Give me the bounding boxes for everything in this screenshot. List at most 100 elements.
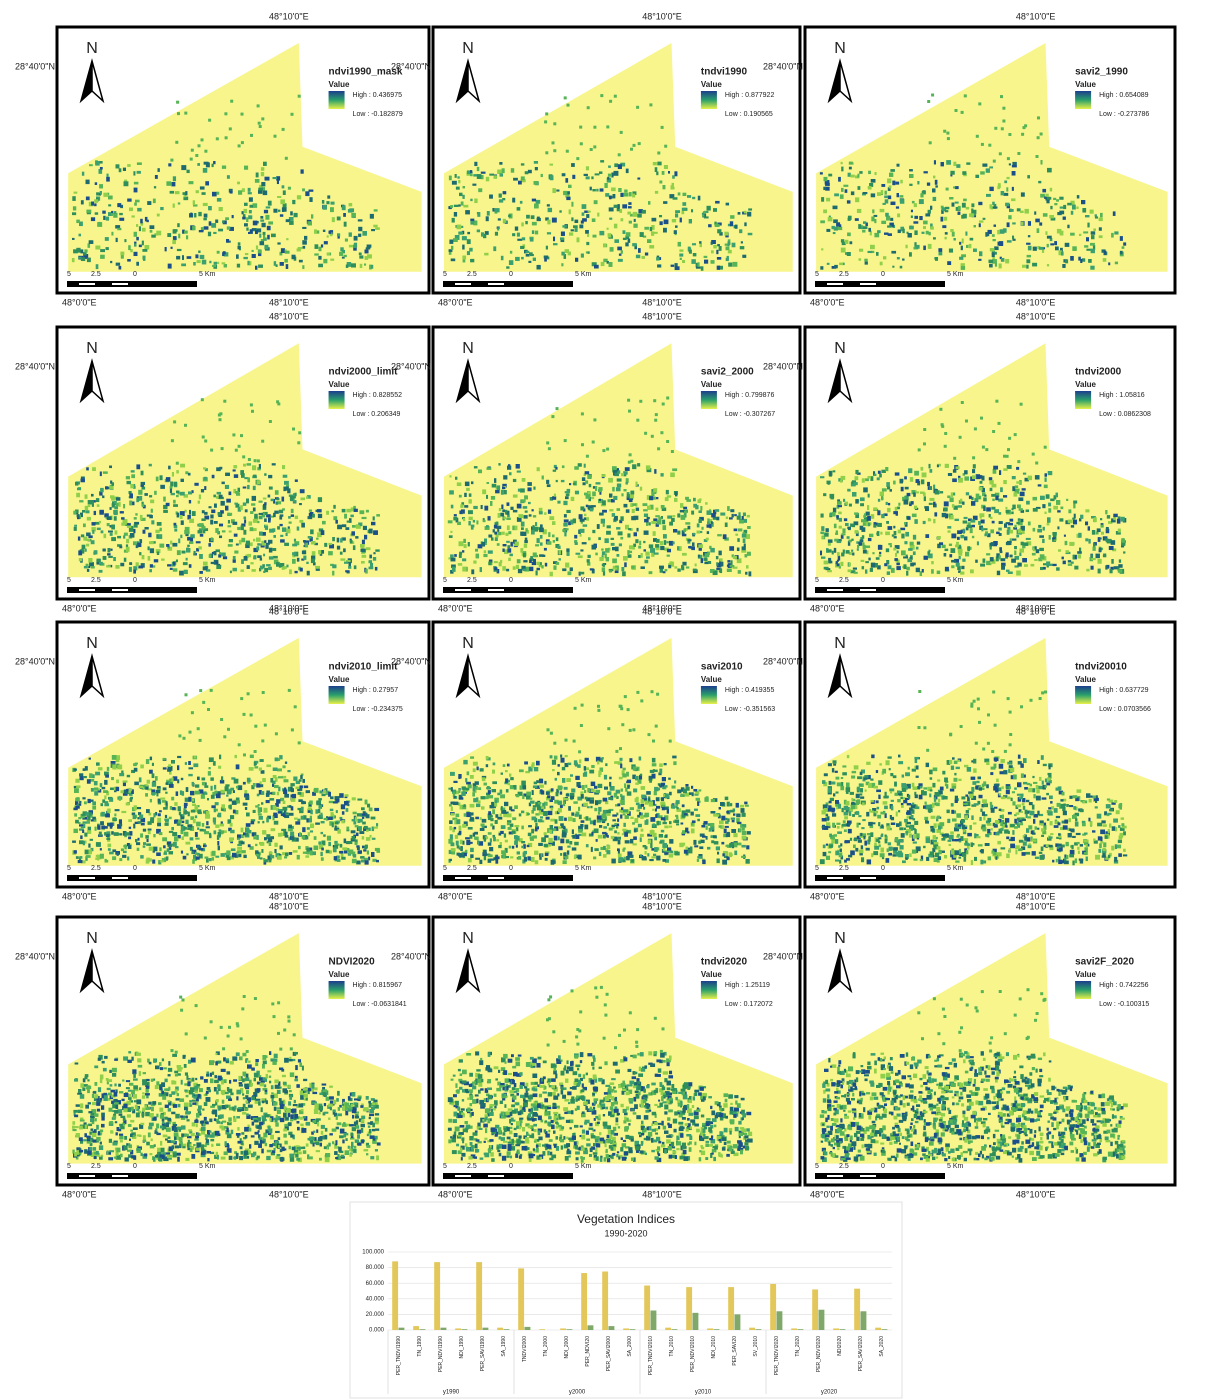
vegetation-pixel xyxy=(227,175,230,179)
vegetation-pixel xyxy=(877,230,881,233)
vegetation-pixel xyxy=(627,399,630,402)
vegetation-pixel xyxy=(655,413,658,416)
vegetation-pixel xyxy=(311,541,316,544)
vegetation-pixel xyxy=(349,245,354,248)
vegetation-pixel xyxy=(1001,127,1004,130)
vegetation-pixel xyxy=(254,725,257,728)
vegetation-pixel xyxy=(935,490,940,494)
vegetation-pixel xyxy=(143,256,145,261)
vegetation-pixel xyxy=(148,533,151,538)
vegetation-pixel xyxy=(862,535,864,539)
vegetation-pixel xyxy=(246,823,251,827)
vegetation-pixel xyxy=(250,511,253,514)
vegetation-pixel xyxy=(1063,217,1066,220)
vegetation-pixel xyxy=(452,567,456,572)
vegetation-pixel xyxy=(247,477,250,482)
vegetation-pixel xyxy=(1042,250,1044,253)
vegetation-pixel xyxy=(1065,541,1068,545)
vegetation-pixel xyxy=(639,400,642,403)
vegetation-pixel xyxy=(88,799,91,803)
vegetation-pixel xyxy=(100,167,103,170)
vegetation-pixel xyxy=(730,221,733,226)
vegetation-pixel xyxy=(726,203,729,206)
vegetation-pixel xyxy=(195,805,199,810)
vegetation-pixel xyxy=(159,810,162,812)
vegetation-pixel xyxy=(278,758,280,761)
vegetation-pixel xyxy=(481,505,483,509)
vegetation-pixel xyxy=(1050,499,1054,502)
vegetation-pixel xyxy=(692,243,696,245)
vegetation-pixel xyxy=(213,763,215,765)
scale-label: 0 xyxy=(881,577,885,584)
vegetation-pixel xyxy=(609,570,612,572)
vegetation-pixel xyxy=(952,504,954,508)
vegetation-pixel xyxy=(153,199,156,204)
vegetation-pixel xyxy=(852,553,854,556)
vegetation-pixel xyxy=(283,789,287,794)
vegetation-pixel xyxy=(297,558,299,562)
vegetation-pixel xyxy=(1061,507,1064,510)
vegetation-pixel xyxy=(462,567,466,572)
vegetation-pixel xyxy=(938,248,942,252)
vegetation-pixel xyxy=(123,168,126,171)
vegetation-pixel xyxy=(298,741,301,744)
vegetation-pixel xyxy=(255,266,257,270)
vegetation-pixel xyxy=(677,513,680,517)
vegetation-pixel xyxy=(617,484,621,488)
vegetation-pixel xyxy=(868,228,871,232)
scale-label: 5 Km xyxy=(575,271,592,278)
vegetation-pixel xyxy=(226,499,231,503)
vegetation-pixel xyxy=(548,510,551,514)
vegetation-pixel xyxy=(126,803,130,806)
vegetation-pixel xyxy=(656,508,659,511)
vegetation-pixel xyxy=(170,806,172,810)
vegetation-pixel xyxy=(1091,231,1095,234)
vegetation-pixel xyxy=(981,143,984,146)
vegetation-pixel xyxy=(989,477,992,480)
vegetation-pixel xyxy=(89,240,94,244)
vegetation-pixel xyxy=(371,265,373,269)
vegetation-pixel xyxy=(280,539,285,542)
vegetation-pixel xyxy=(930,469,933,473)
vegetation-pixel xyxy=(178,202,180,204)
legend-low: Low : -0.307267 xyxy=(725,411,775,418)
vegetation-pixel xyxy=(237,182,240,185)
map-panel: Nndvi2010_limitValueHigh : 0.27957Low : … xyxy=(15,606,429,901)
vegetation-pixel xyxy=(627,533,630,537)
vegetation-pixel xyxy=(914,230,917,235)
vegetation-pixel xyxy=(710,548,715,553)
vegetation-pixel xyxy=(357,799,362,801)
vegetation-pixel xyxy=(571,163,575,167)
vegetation-pixel xyxy=(144,493,148,496)
vegetation-pixel xyxy=(726,247,730,251)
vegetation-pixel xyxy=(978,521,981,525)
vegetation-pixel xyxy=(81,200,84,204)
vegetation-pixel xyxy=(834,524,837,528)
vegetation-pixel xyxy=(95,246,100,250)
vegetation-pixel xyxy=(244,517,247,520)
vegetation-pixel xyxy=(247,485,250,489)
vegetation-pixel xyxy=(704,562,708,564)
vegetation-pixel xyxy=(151,235,155,238)
vegetation-pixel xyxy=(608,478,613,483)
vegetation-pixel xyxy=(1010,555,1013,558)
vegetation-pixel xyxy=(1054,241,1057,245)
vegetation-pixel xyxy=(994,225,997,227)
vegetation-pixel xyxy=(862,566,864,569)
vegetation-pixel xyxy=(198,144,201,147)
vegetation-pixel xyxy=(342,811,344,815)
vegetation-pixel xyxy=(225,784,229,786)
vegetation-pixel xyxy=(130,533,135,538)
vegetation-pixel xyxy=(587,475,591,479)
vegetation-pixel xyxy=(727,506,730,511)
vegetation-pixel xyxy=(84,833,87,837)
vegetation-pixel xyxy=(1066,550,1069,553)
vegetation-pixel xyxy=(247,261,249,265)
scale-label: 5 xyxy=(443,577,447,584)
vegetation-pixel xyxy=(488,550,493,553)
vegetation-pixel xyxy=(124,844,126,847)
vegetation-pixel xyxy=(855,218,859,221)
vegetation-pixel xyxy=(693,569,697,571)
vegetation-pixel xyxy=(1014,525,1016,528)
vegetation-pixel xyxy=(868,538,872,541)
